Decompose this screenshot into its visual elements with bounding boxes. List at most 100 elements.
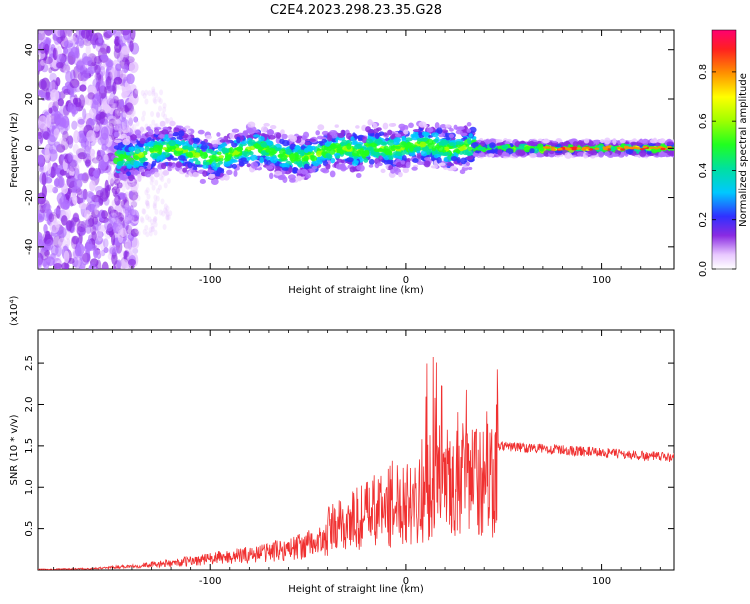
heatmap-cell bbox=[38, 215, 45, 223]
snr-xtick-label: 100 bbox=[592, 576, 611, 587]
heatmap-cell bbox=[110, 209, 115, 216]
heatmap-cell bbox=[129, 123, 134, 130]
heatmap-cell bbox=[115, 107, 120, 114]
snr-series-line bbox=[38, 356, 674, 570]
heatmap-cell bbox=[120, 85, 125, 92]
heatmap-cell bbox=[650, 138, 658, 144]
heatmap-cell bbox=[659, 138, 666, 144]
heatmap-cell bbox=[206, 169, 215, 173]
heatmap-cell bbox=[124, 218, 129, 225]
heatmap-cell bbox=[236, 146, 243, 152]
heatmap-cell bbox=[120, 30, 131, 36]
heatmap-cell bbox=[185, 130, 192, 134]
heatmap-cell bbox=[132, 248, 139, 255]
heatmap-cell bbox=[265, 165, 274, 170]
spectrogram-ylabel: Frequency (Hz) bbox=[9, 112, 20, 188]
heatmap-cell bbox=[366, 146, 374, 152]
heatmap-cell bbox=[136, 195, 141, 202]
heatmap-cell bbox=[121, 174, 129, 180]
heatmap-cell bbox=[288, 153, 296, 161]
heatmap-cell bbox=[87, 192, 95, 199]
heatmap-cell bbox=[87, 203, 97, 213]
heatmap-cell bbox=[152, 216, 157, 223]
heatmap-cell bbox=[150, 218, 155, 225]
heatmap-cell bbox=[122, 138, 131, 146]
heatmap-cell bbox=[148, 147, 155, 153]
heatmap-cell bbox=[416, 152, 422, 159]
heatmap-cell bbox=[94, 64, 101, 75]
heatmap-cell bbox=[571, 148, 577, 151]
heatmap-cell bbox=[247, 139, 256, 145]
heatmap-cell bbox=[44, 43, 50, 55]
heatmap-cell bbox=[130, 185, 138, 193]
snr-ytick-label: 2.5 bbox=[24, 355, 35, 371]
heatmap-cell bbox=[116, 110, 121, 117]
heatmap-cell bbox=[121, 125, 131, 134]
heatmap-cell bbox=[194, 152, 201, 158]
snr-xtick-label: 0 bbox=[403, 576, 409, 587]
heatmap-cell bbox=[96, 189, 104, 198]
heatmap-cell bbox=[132, 194, 137, 201]
heatmap-cell bbox=[123, 94, 128, 101]
heatmap-cell bbox=[319, 141, 325, 147]
heatmap-cell bbox=[465, 161, 471, 167]
heatmap-cell bbox=[97, 230, 103, 242]
heatmap-cell bbox=[113, 139, 122, 143]
heatmap-cell bbox=[301, 136, 307, 141]
heatmap-cell bbox=[111, 199, 116, 206]
heatmap-cell bbox=[71, 226, 76, 233]
heatmap-cell bbox=[366, 138, 373, 144]
heatmap-cell bbox=[642, 138, 649, 146]
heatmap-cell bbox=[308, 138, 316, 142]
heatmap-cell bbox=[427, 142, 435, 148]
heatmap-cell bbox=[50, 166, 55, 179]
heatmap-cell bbox=[47, 134, 56, 147]
heatmap-cell bbox=[269, 172, 274, 180]
heatmap-cell bbox=[144, 89, 149, 96]
heatmap-cell bbox=[172, 132, 180, 137]
heatmap-cell bbox=[38, 61, 41, 71]
heatmap-cell bbox=[188, 146, 195, 151]
heatmap-cell bbox=[46, 208, 53, 220]
heatmap-cell bbox=[303, 163, 310, 170]
heatmap-cell bbox=[501, 144, 509, 150]
heatmap-cell bbox=[127, 214, 132, 221]
heatmap-cell bbox=[144, 170, 152, 178]
heatmap-cell bbox=[217, 160, 223, 165]
heatmap-cell bbox=[187, 161, 193, 169]
heatmap-cell bbox=[421, 131, 430, 137]
heatmap-cell bbox=[48, 149, 58, 162]
heatmap-cell bbox=[387, 153, 394, 161]
heatmap-cell bbox=[355, 172, 362, 179]
heatmap-cell bbox=[161, 111, 166, 118]
heatmap-cell bbox=[445, 124, 451, 128]
heatmap-cell bbox=[103, 247, 109, 254]
heatmap-cell bbox=[56, 118, 65, 127]
heatmap-cell bbox=[443, 151, 451, 156]
heatmap-cell bbox=[67, 102, 73, 113]
heatmap-cell bbox=[128, 174, 134, 182]
heatmap-cell bbox=[197, 129, 205, 135]
heatmap-cell bbox=[120, 228, 125, 235]
heatmap-cell bbox=[151, 184, 156, 191]
heatmap-cell bbox=[466, 128, 472, 133]
heatmap-cell bbox=[280, 154, 288, 161]
heatmap-cell bbox=[146, 193, 151, 200]
heatmap-cell bbox=[67, 257, 75, 264]
heatmap-cell bbox=[52, 100, 59, 113]
heatmap-cell bbox=[281, 133, 288, 140]
heatmap-cell bbox=[51, 79, 59, 92]
heatmap-cell bbox=[572, 141, 579, 148]
heatmap-cell bbox=[150, 110, 155, 117]
heatmap-cell bbox=[69, 78, 80, 89]
heatmap-cell bbox=[455, 129, 463, 135]
heatmap-cell bbox=[116, 124, 121, 131]
heatmap-cell bbox=[219, 168, 225, 172]
heatmap-cell bbox=[157, 184, 162, 191]
heatmap-cell bbox=[110, 67, 118, 80]
heatmap-cell bbox=[366, 129, 375, 134]
heatmap-cell bbox=[45, 239, 54, 251]
heatmap-cell bbox=[419, 141, 427, 148]
heatmap-cell bbox=[38, 158, 44, 167]
heatmap-cell bbox=[324, 141, 331, 147]
